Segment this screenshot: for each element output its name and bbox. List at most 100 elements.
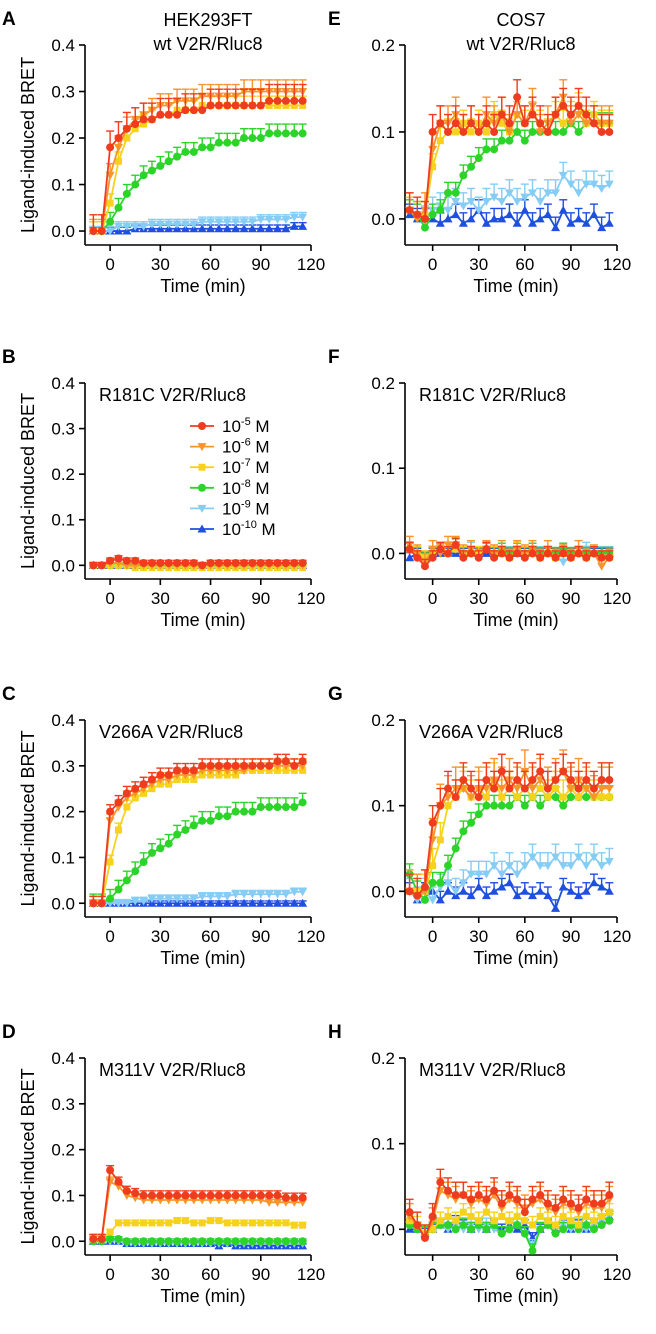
data-point [106,556,115,565]
x-tick-label: 0 [105,589,114,608]
data-point [443,214,453,223]
data-point [444,784,453,793]
data-point [248,101,257,110]
data-point [113,899,123,908]
x-tick-label: 0 [105,1265,114,1284]
data-point [504,210,514,219]
data-point [505,801,514,810]
data-point [214,761,223,770]
data-point [290,803,299,812]
data-point [566,1199,575,1208]
data-point [435,895,445,904]
data-point [173,1217,181,1225]
data-point [281,898,291,907]
data-point [139,171,148,180]
data-point [156,780,164,788]
data-point [436,119,445,128]
data-point [298,898,308,907]
data-point [130,897,140,906]
data-point [181,1217,189,1225]
data-point [475,1217,483,1225]
data-point [551,793,560,802]
data-point [206,218,216,227]
data-point [435,218,445,227]
data-point [551,189,561,198]
data-point [604,857,614,866]
data-point [256,898,266,907]
data-point [189,1237,198,1246]
data-point [248,134,257,143]
x-axis-label: Time (min) [473,276,558,296]
series-0 [405,537,614,571]
data-point [206,101,215,110]
data-point [528,218,538,227]
data-point [444,861,453,870]
data-point [451,1191,460,1200]
data-point [156,161,165,170]
data-point [240,559,249,568]
y-tick-label: 0.4 [51,1049,75,1068]
y-tick-label: 0.2 [51,803,75,822]
data-point [264,890,274,899]
data-point [122,1237,131,1246]
data-point [214,224,224,233]
x-tick-label: 90 [561,589,580,608]
data-point [214,138,223,147]
data-point [105,227,115,236]
data-point [148,785,156,793]
data-point [589,793,599,802]
data-point [558,862,568,871]
data-point [467,1195,476,1204]
data-point [215,771,223,779]
x-tick-label: 0 [428,927,437,946]
data-point [458,202,468,211]
data-point [290,1221,298,1229]
data-point [231,1237,240,1246]
data-point [451,540,460,549]
data-point [273,215,283,224]
x-tick-label: 0 [428,589,437,608]
y-tick-label: 0.3 [51,420,75,439]
data-point [264,898,274,907]
data-point [451,887,461,896]
data-point [97,899,106,908]
data-point [214,101,223,110]
data-point [452,1217,460,1225]
x-tick-label: 90 [561,255,580,274]
data-point [139,858,148,867]
data-point [467,549,476,558]
data-point [197,892,207,901]
data-point [214,559,223,568]
data-point [130,222,140,231]
data-point [482,1195,491,1204]
data-point [139,897,149,906]
data-point [589,119,598,128]
series-2 [89,95,307,235]
data-point [231,898,241,907]
data-point [597,775,606,784]
data-point [458,879,468,888]
data-point [155,220,165,229]
data-point [257,1219,265,1227]
data-point [131,867,140,876]
series-0 [89,1164,307,1243]
data-point [497,136,506,145]
data-point [265,1191,274,1200]
data-point [105,1178,115,1187]
x-tick-label: 60 [515,927,534,946]
y-axis-label: Ligand-induced BRET [18,57,38,233]
data-point [223,138,232,147]
data-point [466,198,476,207]
legend: 10-5 M10-6 M10-7 M10-8 M10-9 M10-10 M [190,416,276,539]
data-point [481,198,491,207]
data-point [198,1191,207,1200]
data-point [231,890,241,899]
data-point [498,119,506,127]
data-point [273,559,282,568]
data-point [559,127,568,136]
data-point [458,886,468,895]
x-tick-label: 30 [469,1265,488,1284]
data-point [559,801,568,810]
data-point [552,1221,560,1229]
